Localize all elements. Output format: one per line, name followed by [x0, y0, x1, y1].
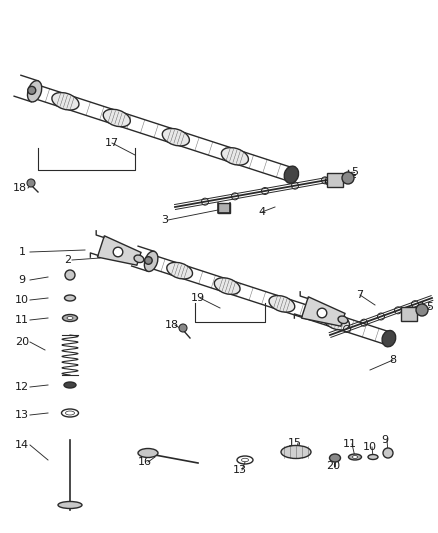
Ellipse shape	[134, 255, 144, 263]
Circle shape	[416, 304, 428, 316]
Text: 1: 1	[18, 247, 25, 257]
Text: 13: 13	[233, 465, 247, 475]
Text: 13: 13	[15, 410, 29, 420]
Ellipse shape	[349, 454, 361, 460]
Ellipse shape	[269, 295, 295, 312]
Ellipse shape	[221, 148, 248, 165]
Ellipse shape	[338, 316, 348, 324]
Text: 9: 9	[18, 275, 25, 285]
Text: 18: 18	[13, 183, 27, 193]
Text: 20: 20	[15, 337, 29, 347]
Polygon shape	[218, 203, 230, 213]
Circle shape	[145, 257, 152, 264]
Text: 5: 5	[352, 167, 358, 177]
Ellipse shape	[58, 502, 82, 508]
Text: 4: 4	[258, 207, 265, 217]
Ellipse shape	[162, 128, 189, 146]
Text: 20: 20	[326, 461, 340, 471]
Ellipse shape	[353, 456, 357, 458]
Ellipse shape	[368, 455, 378, 459]
Ellipse shape	[281, 446, 311, 458]
Text: 12: 12	[15, 382, 29, 392]
Circle shape	[28, 86, 36, 94]
Circle shape	[27, 179, 35, 187]
Text: 2: 2	[64, 255, 71, 265]
Text: 19: 19	[191, 293, 205, 303]
Ellipse shape	[64, 295, 75, 301]
Text: 17: 17	[105, 138, 119, 148]
Ellipse shape	[63, 314, 78, 321]
Text: 10: 10	[15, 295, 29, 305]
Text: 7: 7	[357, 290, 364, 300]
Ellipse shape	[214, 278, 240, 294]
Ellipse shape	[324, 313, 350, 330]
Polygon shape	[97, 236, 141, 265]
Ellipse shape	[382, 330, 396, 347]
Circle shape	[342, 172, 354, 184]
Text: 8: 8	[389, 355, 396, 365]
Text: 18: 18	[165, 320, 179, 330]
Circle shape	[383, 448, 393, 458]
Text: 5: 5	[427, 302, 434, 312]
Text: 11: 11	[343, 439, 357, 449]
Ellipse shape	[28, 80, 42, 102]
Circle shape	[65, 270, 75, 280]
Text: 15: 15	[288, 438, 302, 448]
Polygon shape	[301, 297, 345, 326]
Text: 10: 10	[363, 442, 377, 452]
FancyBboxPatch shape	[401, 307, 417, 321]
Ellipse shape	[329, 454, 340, 462]
Text: 6: 6	[324, 177, 331, 187]
Ellipse shape	[138, 448, 158, 457]
Ellipse shape	[103, 109, 131, 127]
FancyBboxPatch shape	[327, 173, 343, 187]
Text: 9: 9	[381, 435, 389, 445]
Ellipse shape	[67, 317, 73, 319]
Text: 6: 6	[403, 313, 410, 323]
Ellipse shape	[167, 262, 193, 279]
Text: 14: 14	[15, 440, 29, 450]
Ellipse shape	[64, 382, 76, 388]
Ellipse shape	[52, 93, 79, 110]
Ellipse shape	[145, 251, 158, 271]
Text: 3: 3	[162, 215, 169, 225]
Circle shape	[113, 247, 123, 257]
Text: 16: 16	[138, 457, 152, 467]
Ellipse shape	[284, 166, 299, 183]
Text: 11: 11	[15, 315, 29, 325]
Circle shape	[317, 308, 327, 318]
Circle shape	[179, 324, 187, 332]
